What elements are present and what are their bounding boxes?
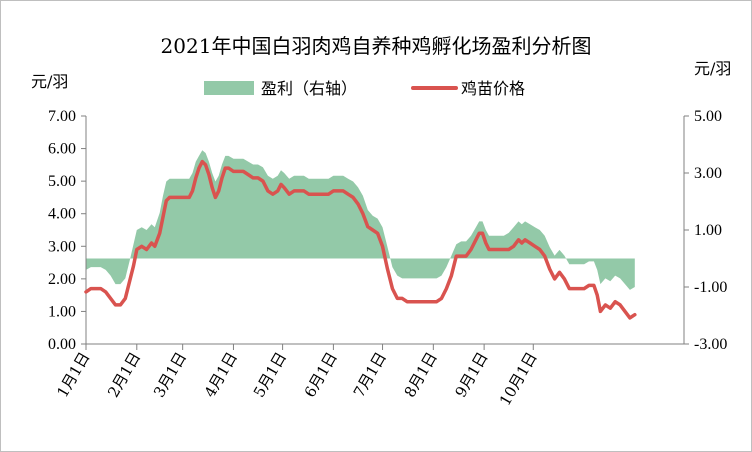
legend: 盈利（右轴） 鸡苗价格 xyxy=(204,79,525,98)
left-tick-label: 5.00 xyxy=(48,173,76,190)
right-tick-label: 1.00 xyxy=(694,222,722,239)
price-line xyxy=(84,159,637,320)
right-tick-label: -3.00 xyxy=(694,336,727,353)
x-tick-label: 9月1日 xyxy=(451,349,491,401)
left-tick-label: 2.00 xyxy=(48,271,76,288)
x-tick-label: 6月1日 xyxy=(301,349,341,401)
right-tick-label: 3.00 xyxy=(694,165,722,182)
x-tick-label: 7月1日 xyxy=(350,349,390,401)
left-tick-label: 1.00 xyxy=(48,303,76,320)
x-tick-label: 2月1日 xyxy=(104,349,144,401)
left-tick-label: 3.00 xyxy=(48,238,76,255)
x-tick-label: 3月1日 xyxy=(150,349,190,401)
x-tick-label: 10月1日 xyxy=(496,349,541,409)
x-tick-label: 1月1日 xyxy=(53,349,93,401)
right-axis-unit: 元/羽 xyxy=(694,59,731,78)
x-tick-label: 5月1日 xyxy=(250,349,290,401)
right-tick-label: -1.00 xyxy=(694,279,727,296)
chart-title: 2021年中国白羽肉鸡自养种鸡孵化场盈利分析图 xyxy=(161,34,592,58)
left-tick-label: 7.00 xyxy=(48,108,76,125)
right-tick-label: 5.00 xyxy=(694,108,722,125)
legend-swatch-profit xyxy=(204,81,254,95)
legend-label-price: 鸡苗价格 xyxy=(461,79,525,98)
left-axis-unit: 元/羽 xyxy=(31,72,68,91)
x-tick-label: 4月1日 xyxy=(201,349,241,401)
left-tick-label: 0.00 xyxy=(48,336,76,353)
left-tick-label: 4.00 xyxy=(48,206,76,223)
legend-label-profit: 盈利（右轴） xyxy=(261,79,357,98)
x-tick-label: 8月1日 xyxy=(401,349,441,401)
left-tick-label: 6.00 xyxy=(48,141,76,158)
profit-area xyxy=(86,150,635,290)
plot-area: 0.00 1.00 2.00 3.00 4.00 5.00 6.00 7.00 -3.00 -1.… xyxy=(48,108,727,409)
